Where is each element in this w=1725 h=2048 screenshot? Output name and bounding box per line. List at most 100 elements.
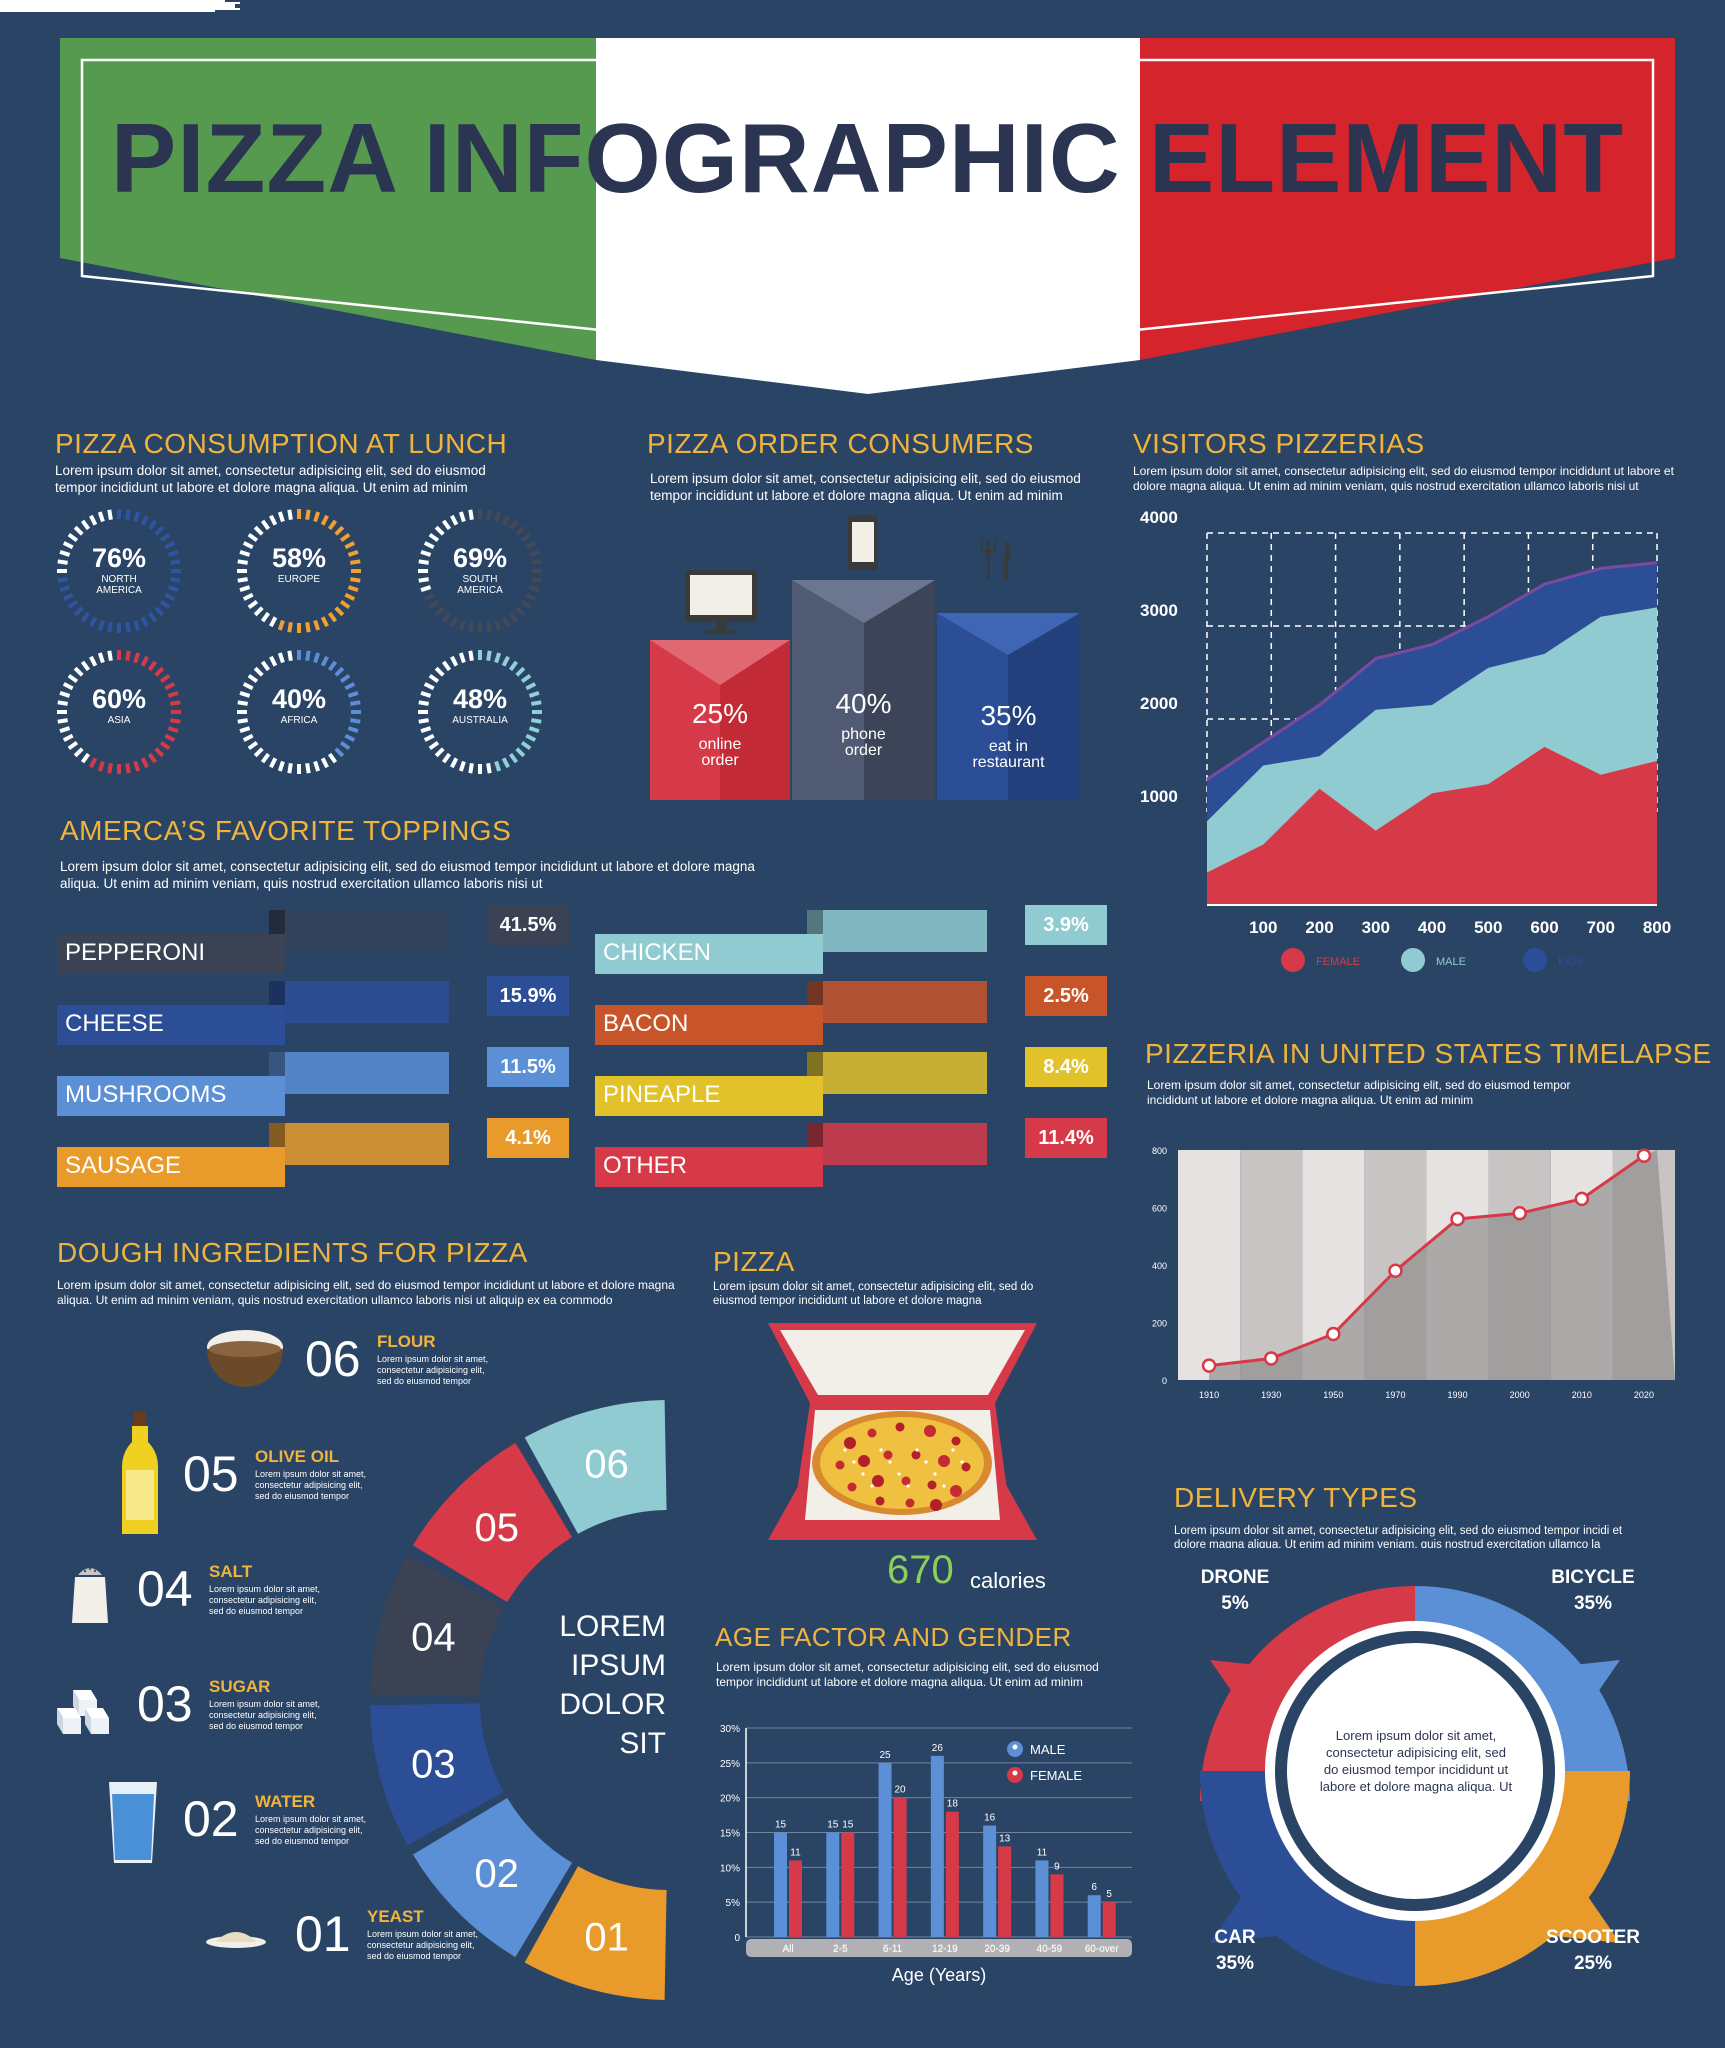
step-number: 04 xyxy=(137,1561,193,1617)
y-tick-label: 2000 xyxy=(1140,694,1178,713)
y-tick-label: 4000 xyxy=(1140,508,1178,527)
x-tick-label: 2020 xyxy=(1634,1390,1654,1400)
page-title: PIZZA INFOGRAPHIC ELEMENT xyxy=(110,103,1625,213)
x-tick-label: 60-over xyxy=(1085,1944,1120,1955)
step-description: Lorem ipsum dolor sit amet, consectetur … xyxy=(377,1354,489,1386)
step-description: Lorem ipsum dolor sit amet, consectetur … xyxy=(367,1929,479,1961)
bar-value-label: 25 xyxy=(880,1750,892,1761)
topping-percent: 15.9% xyxy=(487,976,569,1016)
legend-swatch xyxy=(1523,948,1547,972)
sugar-icon xyxy=(57,1690,109,1734)
area-female xyxy=(1207,746,1657,905)
dough-ring: 01 02 03 04 05 06 xyxy=(370,1400,667,2000)
x-tick-label: 600 xyxy=(1530,918,1558,937)
topping-percent: 8.4% xyxy=(1025,1047,1107,1087)
step-title: YEAST xyxy=(367,1907,424,1926)
legend-swatch xyxy=(1401,948,1425,972)
topping-percent: 3.9% xyxy=(1025,905,1107,945)
x-axis-title: Age (Years) xyxy=(892,1965,986,1985)
step-divider xyxy=(0,6,235,8)
bar-value-label: 16 xyxy=(984,1813,996,1824)
donut-percent: 76% xyxy=(91,543,147,573)
step-divider xyxy=(0,8,240,10)
bar-female xyxy=(1102,1902,1116,1937)
dough-center-3: DOLOR xyxy=(559,1688,666,1721)
ring-segment-02 xyxy=(412,1797,573,1958)
donut-south-america xyxy=(418,509,542,633)
timelapse-point xyxy=(1388,1263,1403,1278)
bar-male xyxy=(983,1825,997,1937)
pizza-box-illustration xyxy=(768,1323,1037,1540)
phone-icon xyxy=(848,515,878,570)
monitor-icon xyxy=(685,570,757,634)
donut-label: 40% AFRICA xyxy=(234,684,364,726)
bar-male xyxy=(930,1755,944,1937)
delivery-percent: 5% xyxy=(1221,1593,1249,1614)
topping-percent: 11.4% xyxy=(1025,1118,1107,1158)
donut-asia xyxy=(57,650,181,774)
order-heading: PIZZA ORDER CONSUMERS xyxy=(647,428,1034,459)
donut-europe xyxy=(237,509,361,633)
bar-male xyxy=(878,1762,892,1937)
topping-ribbon xyxy=(57,910,449,974)
step-title: SUGAR xyxy=(209,1677,271,1696)
consumption-donuts xyxy=(57,509,542,774)
donut-percent: 60% xyxy=(91,684,147,714)
y-tick-label: 30% xyxy=(720,1724,740,1735)
timelapse-point xyxy=(1450,1211,1465,1227)
donut-label: 60% ASIA xyxy=(54,684,184,726)
donut-region: NORTH AMERICA xyxy=(96,574,142,596)
legend-label: KIDS xyxy=(1558,956,1584,968)
delivery-name: CAR xyxy=(1214,1927,1256,1948)
legend-label: MALE xyxy=(1030,1742,1066,1757)
y-tick-label: 200 xyxy=(1152,1319,1167,1329)
bar-female xyxy=(789,1860,802,1937)
title-banner xyxy=(60,38,1675,394)
topping-ribbon xyxy=(57,981,449,1045)
yeast-icon xyxy=(206,1932,266,1948)
x-tick-label: 300 xyxy=(1362,918,1390,937)
y-tick-label: 400 xyxy=(1152,1261,1167,1271)
bar-value-label: 15 xyxy=(842,1820,854,1831)
bar-value-label: 18 xyxy=(947,1799,959,1810)
step-divider xyxy=(0,0,225,2)
donut-label: 58% EUROPE xyxy=(234,543,364,585)
y-tick-label: 600 xyxy=(1152,1204,1167,1214)
bar-value-label: 11 xyxy=(1037,1847,1048,1858)
x-tick-label: 2-5 xyxy=(833,1944,848,1955)
bar-female xyxy=(1050,1874,1064,1937)
donut-region: SOUTH AMERICA xyxy=(457,574,503,596)
ring-segment-01 xyxy=(524,1866,667,2000)
y-tick-label: 0 xyxy=(1162,1376,1167,1386)
topping-ribbon xyxy=(595,1123,987,1187)
dough-center-1: LOREM xyxy=(559,1610,666,1643)
bar-male xyxy=(826,1832,840,1937)
timelapse-point xyxy=(1636,1148,1652,1163)
donut-percent: 69% xyxy=(452,543,508,573)
timelapse-heading: PIZZERIA IN UNITED STATES TIMELAPSE xyxy=(1145,1038,1712,1069)
step-divider xyxy=(0,10,215,12)
topping-percent: 2.5% xyxy=(1025,976,1107,1016)
visitors-text: Lorem ipsum dolor sit amet, consectetur … xyxy=(1133,464,1674,493)
step-title: OLIVE OIL xyxy=(255,1447,340,1466)
x-tick-label: 1970 xyxy=(1385,1390,1405,1400)
x-tick-label: 1990 xyxy=(1448,1390,1468,1400)
water-glass-icon xyxy=(109,1782,157,1863)
bar-value-label: 5 xyxy=(1106,1889,1112,1900)
x-tick-label: 40-59 xyxy=(1037,1944,1063,1955)
delivery-center-text: Lorem ipsum dolor sit amet, consectetur … xyxy=(1319,1728,1513,1794)
y-tick-label: 15% xyxy=(720,1829,740,1840)
donut-region: AUSTRALIA xyxy=(452,715,508,726)
bar-female xyxy=(945,1811,959,1937)
age-text: Lorem ipsum dolor sit amet, consectetur … xyxy=(716,1660,1099,1689)
step-number: 01 xyxy=(295,1906,351,1962)
delivery-ring xyxy=(1200,1586,1630,1986)
ring-number: 06 xyxy=(584,1442,629,1486)
timelapse-text: Lorem ipsum dolor sit amet, consectetur … xyxy=(1147,1078,1571,1107)
order-boxes xyxy=(650,515,1080,800)
salt-icon xyxy=(72,1567,108,1623)
flour-icon xyxy=(207,1330,283,1387)
topping-name: BACON xyxy=(603,1010,689,1037)
donut-percent: 40% xyxy=(271,684,327,714)
donut-region: EUROPE xyxy=(277,574,321,585)
